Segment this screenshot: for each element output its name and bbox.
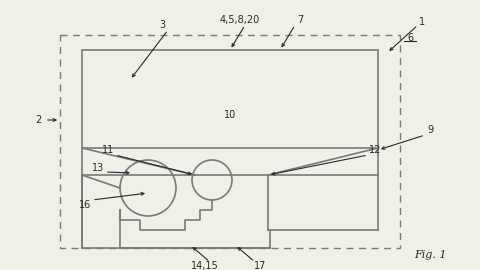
Text: 4,5,8,20: 4,5,8,20 — [220, 15, 260, 25]
Text: 17: 17 — [254, 261, 266, 270]
Text: 10: 10 — [224, 110, 236, 120]
Text: 11: 11 — [102, 145, 114, 155]
Text: 7: 7 — [297, 15, 303, 25]
Bar — [60, 35, 400, 248]
Text: 12: 12 — [369, 145, 381, 155]
Text: Fig. 1: Fig. 1 — [414, 250, 446, 260]
Text: 1: 1 — [419, 17, 425, 27]
Text: 13: 13 — [92, 163, 104, 173]
Text: 14,15: 14,15 — [191, 261, 219, 270]
Text: 16: 16 — [79, 200, 91, 210]
Text: 6: 6 — [407, 33, 413, 43]
Bar — [82, 50, 378, 148]
Text: 3: 3 — [159, 20, 165, 30]
Text: 2: 2 — [35, 115, 41, 125]
Text: 9: 9 — [427, 125, 433, 135]
